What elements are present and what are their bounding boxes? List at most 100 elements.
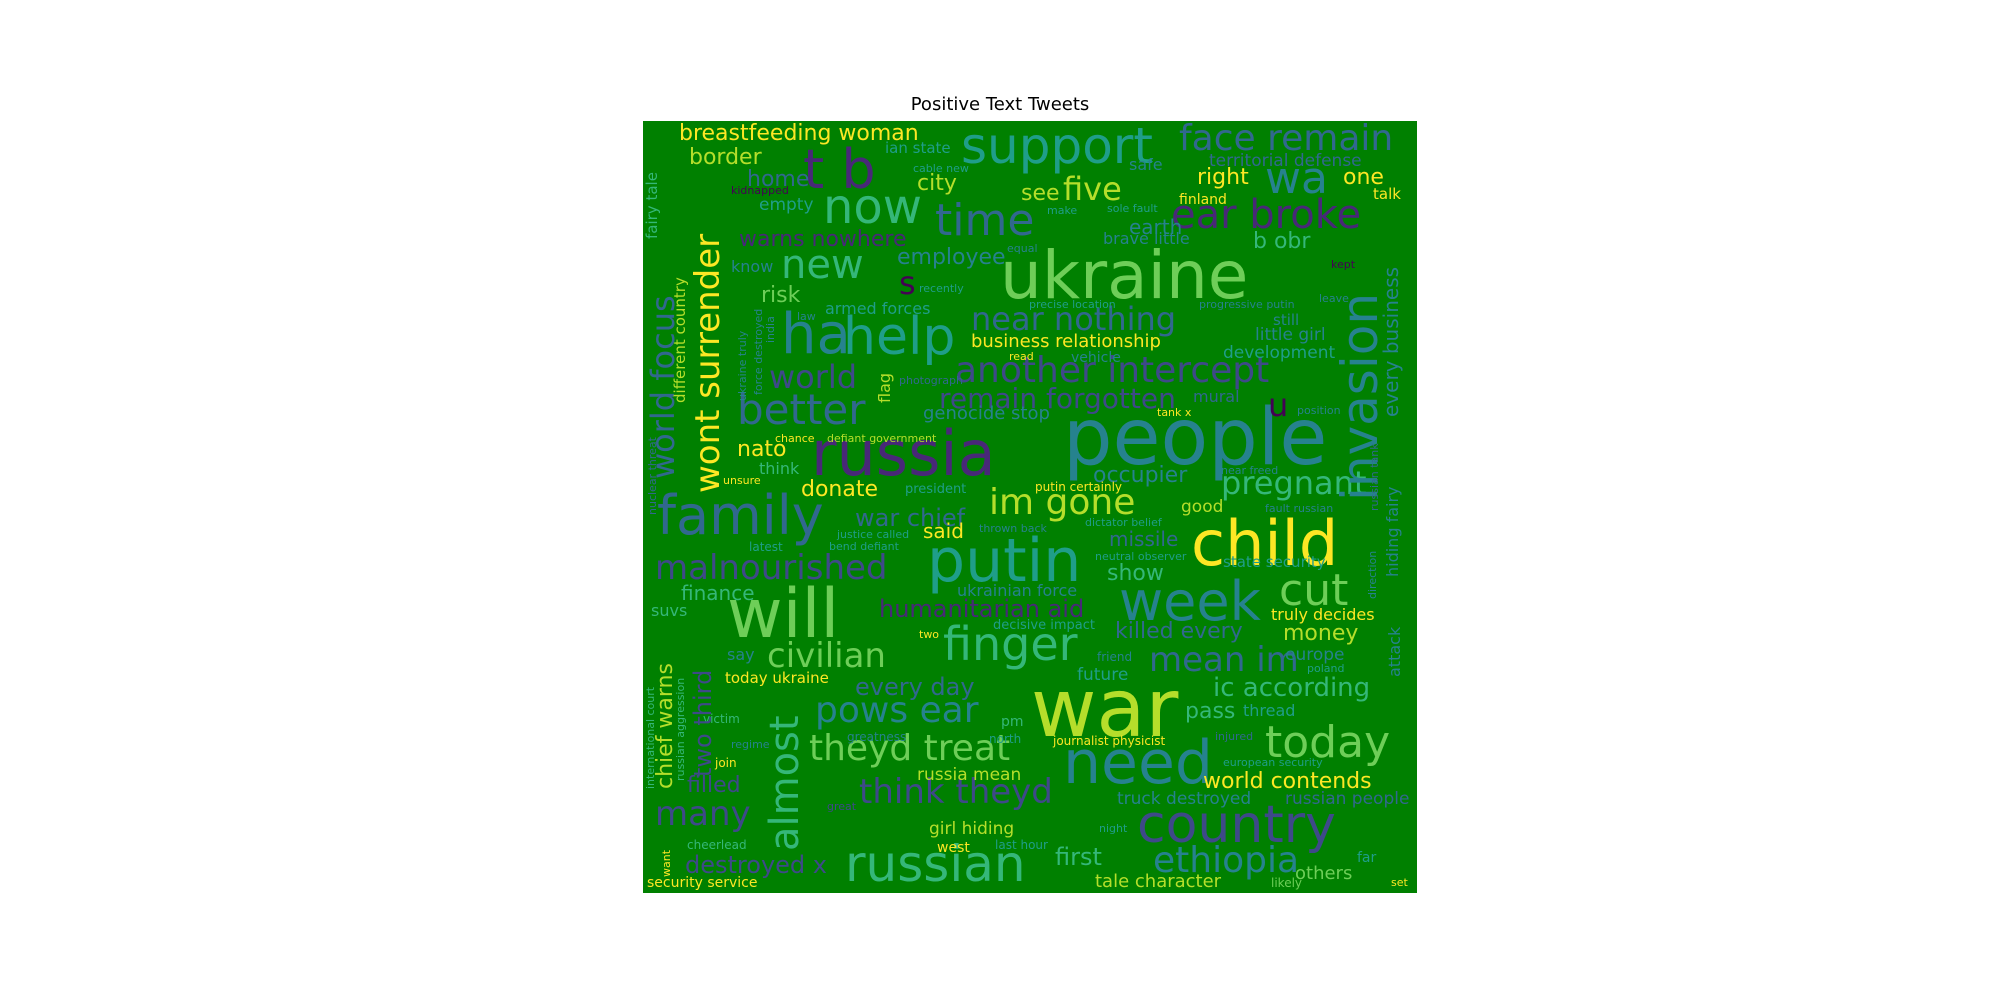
word: face remain [1179,121,1394,159]
word: city [917,171,957,196]
word: ear broke [1171,192,1362,238]
word: week [1119,570,1261,633]
word: know [731,257,774,276]
word: set [1391,876,1408,889]
word: help [843,307,956,367]
word-cloud: war people ukraine russia will child put… [643,121,1417,893]
word: ethiopia [1153,840,1300,881]
word: remain forgotten [939,382,1176,415]
word: international court [644,686,657,789]
word: unsure [723,474,761,487]
word: flag [875,372,894,403]
word: near nothing [971,300,1177,338]
word: im gone [989,482,1136,523]
word: talk [1373,185,1401,203]
word: pregnant [1221,464,1367,502]
word: direction [1366,550,1379,599]
word: said [923,519,964,543]
word: territorial defense [1209,151,1362,171]
word: europe [1285,645,1345,665]
word: almost [762,715,808,851]
word: thrown back [979,522,1047,535]
word: earth [1129,215,1183,239]
word: u [1268,386,1289,424]
word: destroyed x [685,851,827,879]
word: five [1063,170,1122,208]
word: better [737,385,866,434]
word: malnourished [655,548,888,588]
word: others [1295,863,1353,884]
word: kept [1331,258,1356,271]
word: family [657,484,824,547]
word: many [655,794,751,834]
word: wont surrender [688,233,728,493]
word: today ukraine [725,669,829,687]
word: near freed [1221,464,1279,477]
word: every business [1379,266,1403,417]
word: b obr [1253,229,1311,254]
word: fault russian [1265,502,1334,515]
word: missile [1109,527,1179,551]
word: need [1063,728,1213,798]
word: russian tank [1368,443,1381,511]
word: occupier [1093,463,1188,488]
word: say [727,645,755,664]
word: decisive impact [993,618,1095,633]
word: risk [761,283,801,308]
word: business relationship [971,331,1161,352]
word: make [1047,204,1078,217]
word: support [961,121,1153,175]
word: think [759,459,800,478]
word: cable new [913,162,969,175]
word: thread [1243,701,1296,720]
word: friend [1097,650,1133,664]
word: one [1343,165,1384,190]
word: progressive putin [1199,298,1295,311]
word: country [1137,795,1336,855]
word: ukrainian force [957,581,1078,600]
word: suvs [651,601,688,620]
word: leave [1319,292,1349,305]
word: read [1009,350,1034,363]
word: t b [803,138,876,201]
word: good [1181,497,1224,517]
word: development [1223,343,1336,363]
word: think theyd [859,772,1053,812]
word: defiant government [827,432,937,445]
word: finger [943,617,1078,671]
word: theyd treat [809,728,1011,769]
word: nato [737,437,787,462]
word: people [1063,393,1328,483]
word: money [1283,621,1359,646]
word: join [715,756,737,770]
word: attack [1385,626,1404,677]
word: putin certainly [1035,480,1123,494]
word: injured [1215,730,1254,743]
word: genocide stop [923,403,1050,424]
word: pm [1001,714,1024,730]
word: every day [855,673,975,701]
word: humanitarian aid [879,595,1085,623]
word: state security [1223,553,1326,571]
word: different country [671,277,689,403]
word: now [823,179,923,235]
word: ian state [885,139,951,157]
word: home [747,167,810,192]
word: world contends [1203,769,1372,794]
word: dictator belief [1085,516,1162,529]
word: war [1031,662,1179,755]
word: another intercept [955,350,1270,391]
word: nuclear threat [646,437,659,515]
word: ha [781,302,851,367]
word: neutral observer [1095,550,1187,563]
chart-title: Positive Text Tweets [910,94,1090,115]
word: truly decides [1271,605,1375,624]
word: brave little [1103,229,1190,248]
word: child [1191,507,1339,580]
word: finland [1179,192,1227,208]
word: law [797,310,816,323]
word: two third [689,669,717,777]
word: tank x [1157,406,1192,419]
word: ukraine truly [736,330,749,401]
word: west [937,840,970,856]
